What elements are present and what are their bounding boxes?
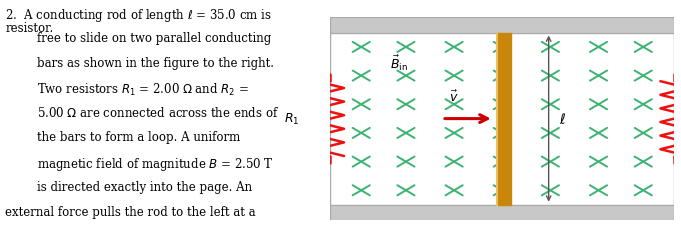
Text: is directed exactly into the page. An: is directed exactly into the page. An — [37, 180, 253, 193]
Text: $\vec{B}_{\rm in}$: $\vec{B}_{\rm in}$ — [390, 53, 408, 72]
Text: resistor.: resistor. — [5, 22, 54, 35]
Bar — [330, 18, 674, 33]
Text: free to slide on two parallel conducting: free to slide on two parallel conducting — [37, 32, 272, 45]
Text: 2.  A conducting rod of length $\ell$ = 35.0 cm is: 2. A conducting rod of length $\ell$ = 3… — [5, 7, 272, 24]
Text: constant speed of $v$ = 8.00 m/s. Find the currents (magnitude and direction) th: constant speed of $v$ = 8.00 m/s. Find t… — [5, 227, 546, 229]
Bar — [497, 33, 511, 205]
Text: 5.00 $\Omega$ are connected across the ends of: 5.00 $\Omega$ are connected across the e… — [37, 106, 280, 120]
Text: magnetic field of magnitude $B$ = 2.50 T: magnetic field of magnitude $B$ = 2.50 T — [37, 155, 274, 172]
Text: external force pulls the rod to the left at a: external force pulls the rod to the left… — [5, 205, 256, 218]
Text: $\ell$: $\ell$ — [559, 112, 566, 127]
Text: $\vec{v}$: $\vec{v}$ — [449, 90, 458, 105]
Text: bars as shown in the figure to the right.: bars as shown in the figure to the right… — [37, 56, 274, 69]
Text: $R_1$: $R_1$ — [284, 112, 300, 127]
Text: Two resistors $R_1$ = 2.00 $\Omega$ and $R_2$ =: Two resistors $R_1$ = 2.00 $\Omega$ and … — [37, 81, 249, 97]
Bar — [330, 205, 674, 220]
Bar — [330, 33, 674, 205]
Text: the bars to form a loop. A uniform: the bars to form a loop. A uniform — [37, 131, 240, 144]
